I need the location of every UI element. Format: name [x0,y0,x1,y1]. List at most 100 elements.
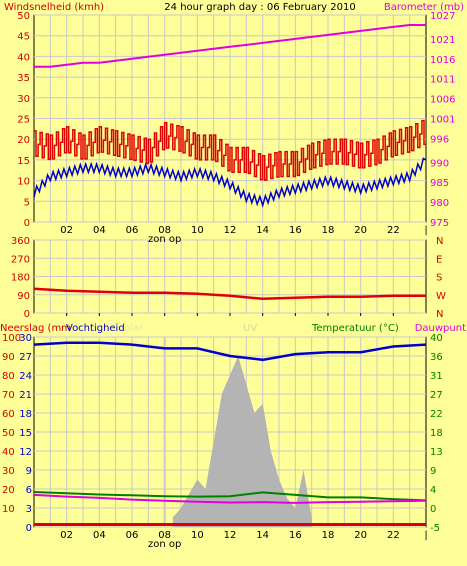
temperature-tick-label: 0 [430,504,436,515]
barometer-tick-label: 990 [430,158,449,169]
x-tick-label: 20 [354,530,367,541]
barometer-line [34,24,426,68]
wind-tick-label: 25 [17,115,30,126]
x-tick-label: 22 [387,530,400,541]
wind-tick-label: 0 [24,218,30,229]
barometer-tick-label: 1006 [430,95,455,106]
humidity-tick-label: 50 [2,428,15,439]
wind-tick-label: 40 [17,52,30,63]
barometer-tick-label: 1021 [430,35,455,46]
wind-direction-line [33,287,426,301]
barometer-tick-label: 975 [430,218,449,229]
x-tick-label: 02 [60,530,73,541]
humidity-tick-label: 80 [2,371,15,382]
direction-tick-label: 270 [11,254,30,265]
x-tick-label: 02 [60,225,73,236]
temperature-tick-label: 13 [430,447,443,458]
x-tick-label: 08 [158,530,171,541]
wind-tick-label: 30 [17,94,30,105]
barometer-tick-label: 996 [430,134,449,145]
wind-tick-label: 45 [17,32,30,43]
x-tick-label: 10 [191,225,204,236]
temperature-tick-label: -5 [430,523,440,534]
x-tick-label: 18 [322,530,335,541]
temperature-tick-label: 31 [430,371,443,382]
compass-label: E [436,254,442,265]
temperature-tick-label: 18 [430,428,443,439]
humidity-tick-label: 20 [2,485,15,496]
rain-tick-label: 24 [19,371,32,382]
humidity-tick-label: 60 [2,409,15,420]
rain-tick-label: 21 [19,390,32,401]
x-tick-label: 14 [256,225,269,236]
compass-label: S [436,273,442,284]
x-tick-label: | [424,225,427,236]
rain-tick-label: 6 [26,485,32,496]
humidity-tick-label: 40 [2,447,15,458]
rain-tick-label: 27 [19,352,32,363]
barometer-tick-label: 980 [430,198,449,209]
barometer-tick-label: 985 [430,178,449,189]
humidity-line [33,341,427,362]
dewpoint-line [33,493,427,504]
direction-tick-label: 0 [24,309,30,320]
dewpoint-label: Dauwpunt [415,323,466,334]
vochtigheid-label: Vochtigheid [66,323,125,334]
x-tick-label: 06 [126,225,139,236]
barometer-tick-label: 1016 [430,55,455,66]
wind-tick-label: 35 [17,73,30,84]
direction-tick-label: 180 [11,273,30,284]
sunrise-label: zon op [148,539,181,550]
wind-tick-label: 15 [17,156,30,167]
neerslag-label: Neerslag (mm [0,323,71,334]
wind-tick-label: 50 [17,11,30,22]
wind-tick-label: 5 [24,197,30,208]
temperature-tick-label: 4 [430,485,436,496]
temperature-label: Temperatuur (°C) [311,323,399,334]
uv-label: UV [243,323,257,334]
solar-area [172,356,312,527]
x-tick-label: | [424,530,427,541]
compass-label: W [436,291,446,302]
x-tick-label: 04 [93,225,106,236]
x-tick-label: 06 [126,530,139,541]
barometer-axis-title: Barometer (mb) [384,2,464,13]
compass-label: N [436,236,443,247]
rain-tick-label: 15 [19,428,32,439]
x-tick-label: 12 [224,225,237,236]
x-tick-label: 16 [289,225,302,236]
rain-bar [34,523,426,526]
humidity-tick-label: 10 [2,504,15,515]
rain-tick-label: 30 [19,333,32,344]
rain-tick-label: 12 [19,447,32,458]
x-tick-label: 20 [354,225,367,236]
temperature-tick-label: 36 [430,352,443,363]
temperature-tick-label: 27 [430,390,443,401]
rain-tick-label: 18 [19,409,32,420]
x-tick-label: 08 [158,225,171,236]
compass-label: N [436,309,443,320]
rain-tick-label: 9 [26,466,32,477]
sunrise-label: zon op [148,234,181,245]
plot-layer [33,24,427,527]
x-tick-label: 04 [93,530,106,541]
humidity-tick-label: 70 [2,390,15,401]
x-tick-label: 12 [224,530,237,541]
graph-title: 24 hour graph day : 06 February 2010 [164,2,355,13]
grid-layer [34,14,426,528]
wind-tick-label: 20 [17,135,30,146]
humidity-tick-label: 90 [2,352,15,363]
wind-average-line [33,157,427,209]
x-tick-label: 16 [289,530,302,541]
rain-tick-label: 0 [26,523,32,534]
barometer-tick-label: 1011 [430,75,455,86]
x-tick-label: 14 [256,530,269,541]
temperature-tick-label: 9 [430,466,436,477]
barometer-tick-label: 1027 [430,11,455,22]
barometer-tick-label: 1001 [430,115,455,126]
x-tick-label: 10 [191,530,204,541]
wind-axis-title: Windsnelheid (kmh) [4,2,104,13]
temperature-line [33,491,427,502]
